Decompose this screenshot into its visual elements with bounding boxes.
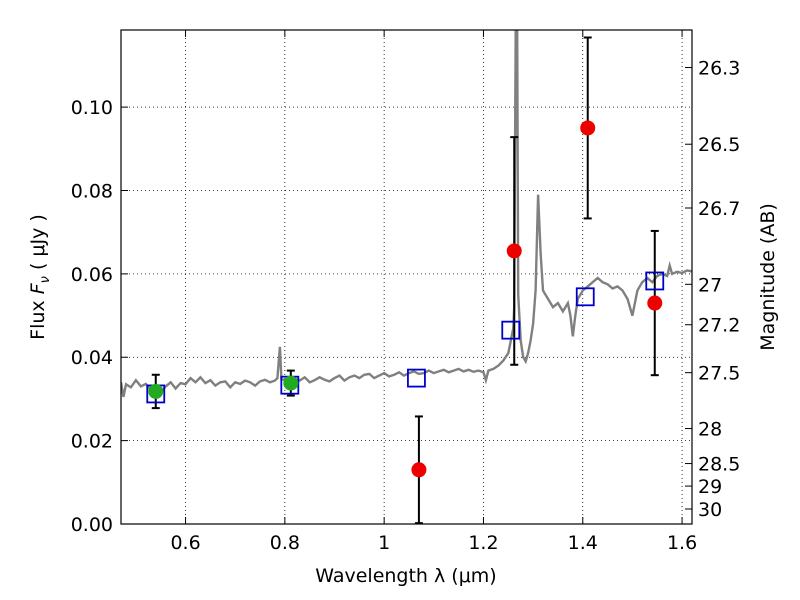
right-tick-label: 26.7 <box>698 198 740 220</box>
model-square-marker <box>407 368 426 388</box>
tick-marks: 0.6 0.8 1 1.2 1.4 1.6 0.00 0.02 0.04 0.06 0.08 0.10… <box>71 30 740 554</box>
x-tick-label: 1.6 <box>667 532 697 554</box>
y-tick-label: 0.04 <box>71 347 113 369</box>
marker-layer <box>146 120 665 478</box>
y-axis-label-prefix: Flux <box>27 294 49 340</box>
spectrum-layer <box>121 30 692 398</box>
data-point-marker <box>580 120 596 136</box>
data-point-marker <box>647 295 663 311</box>
plot-frame <box>120 29 693 525</box>
data-point-marker <box>411 462 427 478</box>
model-square-marker <box>645 271 665 291</box>
y-axis-label: Flux Fν ( μJy ) <box>27 214 53 340</box>
right-axis-label: Magnitude (AB) <box>757 203 779 351</box>
spectrum-line <box>121 30 692 398</box>
y-tick-label: 0.06 <box>71 264 113 286</box>
x-tick-label: 1 <box>378 532 390 554</box>
grid <box>121 30 692 525</box>
x-tick-label: 1.4 <box>568 532 598 554</box>
y-axis-label-symbol: F <box>27 282 49 294</box>
x-axis-label: Wavelength λ (μm) <box>315 565 496 587</box>
data-point-marker <box>148 383 164 399</box>
x-tick-label: 0.6 <box>170 532 200 554</box>
right-tick-label: 27.2 <box>698 315 740 337</box>
x-tick-label: 0.8 <box>270 532 300 554</box>
right-tick-label: 26.3 <box>698 58 740 80</box>
y-tick-label: 0.10 <box>71 97 113 119</box>
right-tick-label: 29 <box>698 476 722 498</box>
right-tick-label: 30 <box>698 499 722 521</box>
y-axis-label-suffix: ( μJy ) <box>27 214 49 276</box>
y-tick-label: 0.00 <box>71 514 113 536</box>
right-tick-label: 28 <box>698 419 722 441</box>
y-tick-label: 0.08 <box>71 180 113 202</box>
y-axis-label-subscript: ν <box>38 276 53 283</box>
right-tick-label: 26.5 <box>698 134 740 156</box>
x-tick-label: 1.2 <box>468 532 498 554</box>
right-tick-label: 27 <box>698 274 722 296</box>
data-point-marker <box>506 243 522 259</box>
right-tick-label: 27.5 <box>698 363 740 385</box>
model-square-marker <box>575 287 595 307</box>
right-tick-label: 28.5 <box>698 454 740 476</box>
data-point-marker <box>283 375 299 391</box>
y-tick-label: 0.02 <box>71 431 113 453</box>
model-square-marker <box>501 320 521 340</box>
